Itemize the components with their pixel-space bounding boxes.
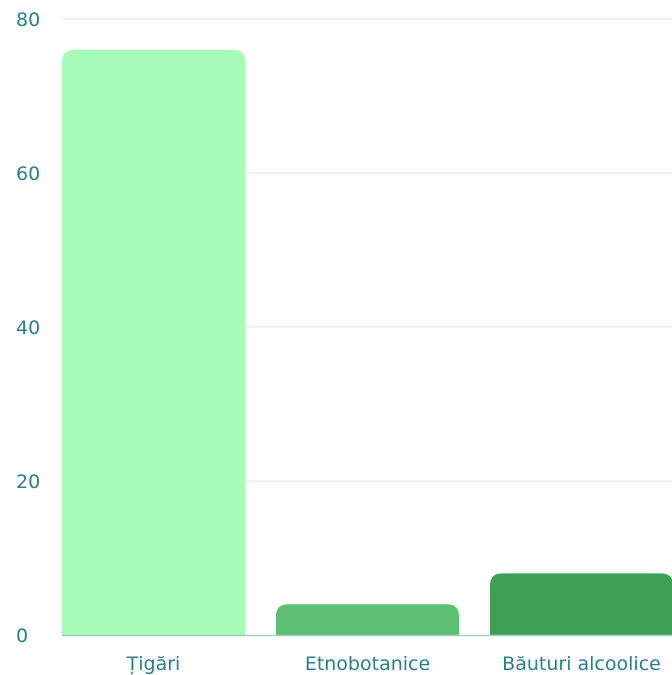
y-tick-label: 20 [16, 471, 40, 493]
x-category-label: Etnobotanice [305, 653, 430, 675]
x-category-label: Țigări [126, 653, 181, 675]
y-tick-label: 0 [16, 625, 28, 647]
bars [62, 49, 672, 636]
bar-1 [276, 604, 459, 635]
y-tick-label: 80 [16, 9, 40, 31]
y-tick-label: 40 [16, 317, 40, 339]
bar-2 [490, 573, 672, 635]
bar-0 [62, 49, 245, 636]
y-axis-tick-labels: 0 20 40 60 80 [16, 9, 40, 647]
x-axis-category-labels: Țigări Etnobotanice Băuturi alcoolice [126, 653, 661, 675]
x-category-label: Băuturi alcoolice [502, 653, 661, 675]
y-tick-label: 60 [16, 163, 40, 185]
